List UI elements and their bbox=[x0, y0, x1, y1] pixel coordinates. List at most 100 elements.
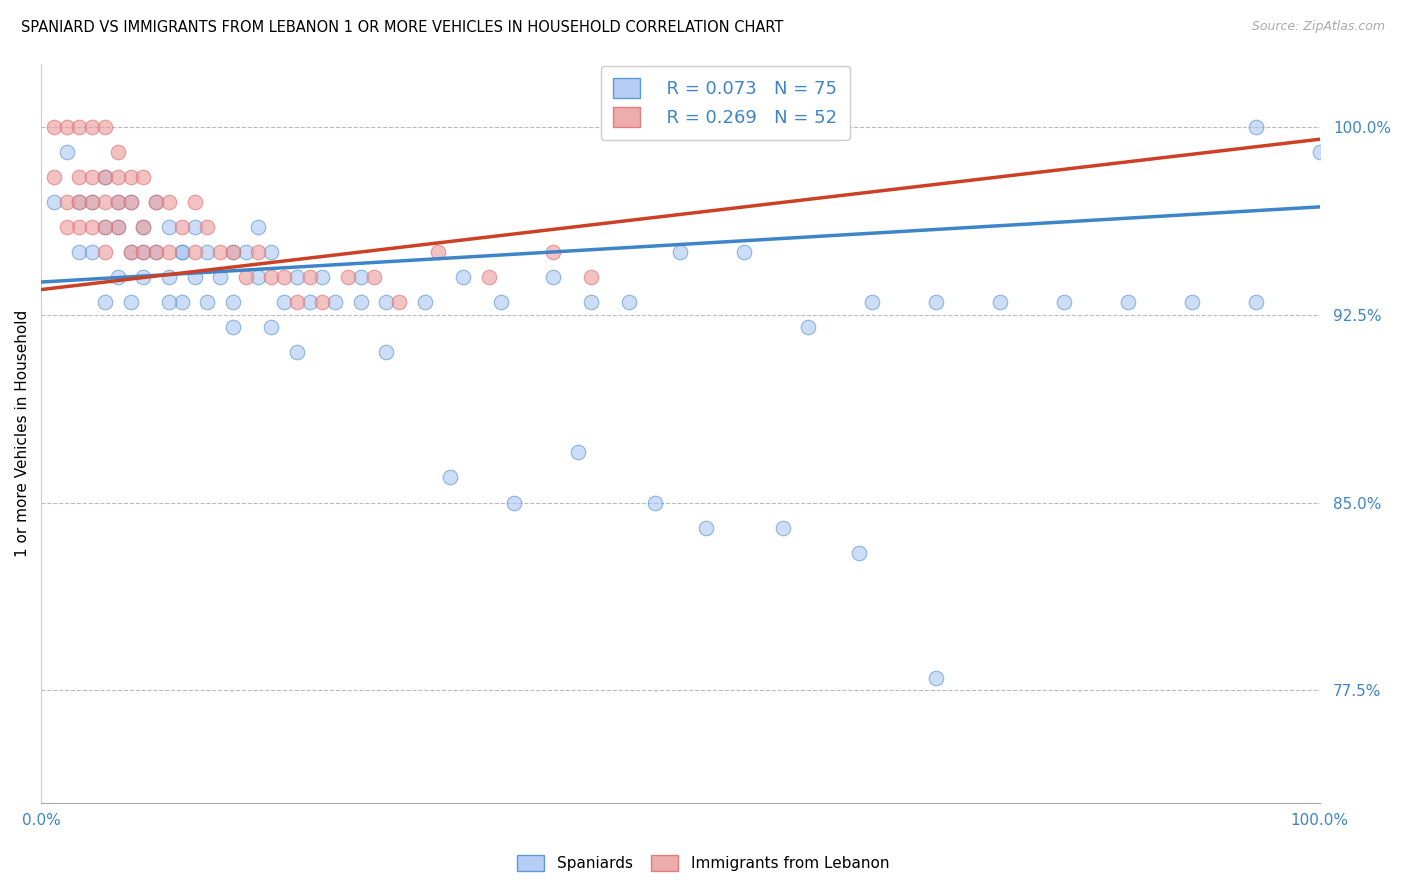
Point bbox=[772, 520, 794, 534]
Point bbox=[82, 194, 104, 209]
Point bbox=[107, 194, 129, 209]
Point bbox=[567, 445, 589, 459]
Point bbox=[388, 295, 411, 310]
Point bbox=[311, 295, 333, 310]
Point bbox=[350, 295, 373, 310]
Point bbox=[1244, 295, 1267, 310]
Point bbox=[503, 495, 526, 509]
Point bbox=[170, 219, 193, 234]
Point bbox=[195, 244, 218, 259]
Point bbox=[285, 295, 308, 310]
Point bbox=[247, 219, 270, 234]
Point bbox=[541, 244, 564, 259]
Point bbox=[107, 169, 129, 184]
Legend: Spaniards, Immigrants from Lebanon: Spaniards, Immigrants from Lebanon bbox=[510, 849, 896, 877]
Point bbox=[439, 470, 461, 484]
Point bbox=[132, 169, 155, 184]
Point bbox=[94, 295, 117, 310]
Point bbox=[298, 270, 321, 285]
Point bbox=[145, 194, 167, 209]
Point bbox=[375, 345, 398, 359]
Point bbox=[1244, 120, 1267, 134]
Point bbox=[94, 169, 117, 184]
Point bbox=[170, 295, 193, 310]
Point bbox=[925, 295, 948, 310]
Point bbox=[94, 120, 117, 134]
Point bbox=[1309, 145, 1331, 159]
Point bbox=[107, 145, 129, 159]
Point bbox=[107, 219, 129, 234]
Point bbox=[145, 244, 167, 259]
Point bbox=[55, 120, 77, 134]
Point bbox=[42, 194, 65, 209]
Point bbox=[988, 295, 1011, 310]
Point bbox=[82, 169, 104, 184]
Point bbox=[69, 169, 91, 184]
Point bbox=[285, 270, 308, 285]
Point bbox=[157, 219, 180, 234]
Point bbox=[132, 270, 155, 285]
Point bbox=[222, 320, 245, 334]
Point bbox=[247, 244, 270, 259]
Point bbox=[69, 219, 91, 234]
Point bbox=[644, 495, 666, 509]
Point bbox=[209, 270, 232, 285]
Point bbox=[222, 244, 245, 259]
Point bbox=[82, 244, 104, 259]
Point bbox=[183, 270, 205, 285]
Point bbox=[413, 295, 436, 310]
Point bbox=[94, 169, 117, 184]
Point bbox=[375, 295, 398, 310]
Point bbox=[579, 295, 602, 310]
Point bbox=[797, 320, 820, 334]
Point bbox=[132, 244, 155, 259]
Point bbox=[478, 270, 501, 285]
Legend:   R = 0.073   N = 75,   R = 0.269   N = 52: R = 0.073 N = 75, R = 0.269 N = 52 bbox=[600, 66, 849, 140]
Point bbox=[120, 244, 142, 259]
Point bbox=[541, 270, 564, 285]
Point bbox=[669, 244, 692, 259]
Text: Source: ZipAtlas.com: Source: ZipAtlas.com bbox=[1251, 20, 1385, 33]
Point bbox=[120, 194, 142, 209]
Point bbox=[157, 244, 180, 259]
Point bbox=[145, 194, 167, 209]
Point bbox=[260, 270, 283, 285]
Point bbox=[69, 194, 91, 209]
Point bbox=[860, 295, 883, 310]
Point bbox=[235, 270, 257, 285]
Point bbox=[107, 270, 129, 285]
Point bbox=[848, 546, 870, 560]
Point bbox=[157, 295, 180, 310]
Point bbox=[69, 194, 91, 209]
Point bbox=[337, 270, 360, 285]
Point bbox=[170, 244, 193, 259]
Point bbox=[55, 145, 77, 159]
Point bbox=[82, 194, 104, 209]
Point bbox=[733, 244, 755, 259]
Point bbox=[69, 120, 91, 134]
Point bbox=[82, 219, 104, 234]
Point bbox=[183, 219, 205, 234]
Point bbox=[42, 120, 65, 134]
Point bbox=[209, 244, 232, 259]
Point bbox=[925, 671, 948, 685]
Point bbox=[619, 295, 641, 310]
Y-axis label: 1 or more Vehicles in Household: 1 or more Vehicles in Household bbox=[15, 310, 30, 558]
Point bbox=[426, 244, 449, 259]
Point bbox=[195, 219, 218, 234]
Point bbox=[55, 194, 77, 209]
Point bbox=[235, 244, 257, 259]
Point bbox=[94, 194, 117, 209]
Point bbox=[145, 244, 167, 259]
Point bbox=[132, 219, 155, 234]
Point bbox=[107, 219, 129, 234]
Point bbox=[120, 169, 142, 184]
Point bbox=[132, 244, 155, 259]
Point bbox=[132, 219, 155, 234]
Point bbox=[298, 295, 321, 310]
Point bbox=[94, 244, 117, 259]
Point bbox=[491, 295, 513, 310]
Point bbox=[55, 219, 77, 234]
Point bbox=[120, 295, 142, 310]
Point bbox=[94, 219, 117, 234]
